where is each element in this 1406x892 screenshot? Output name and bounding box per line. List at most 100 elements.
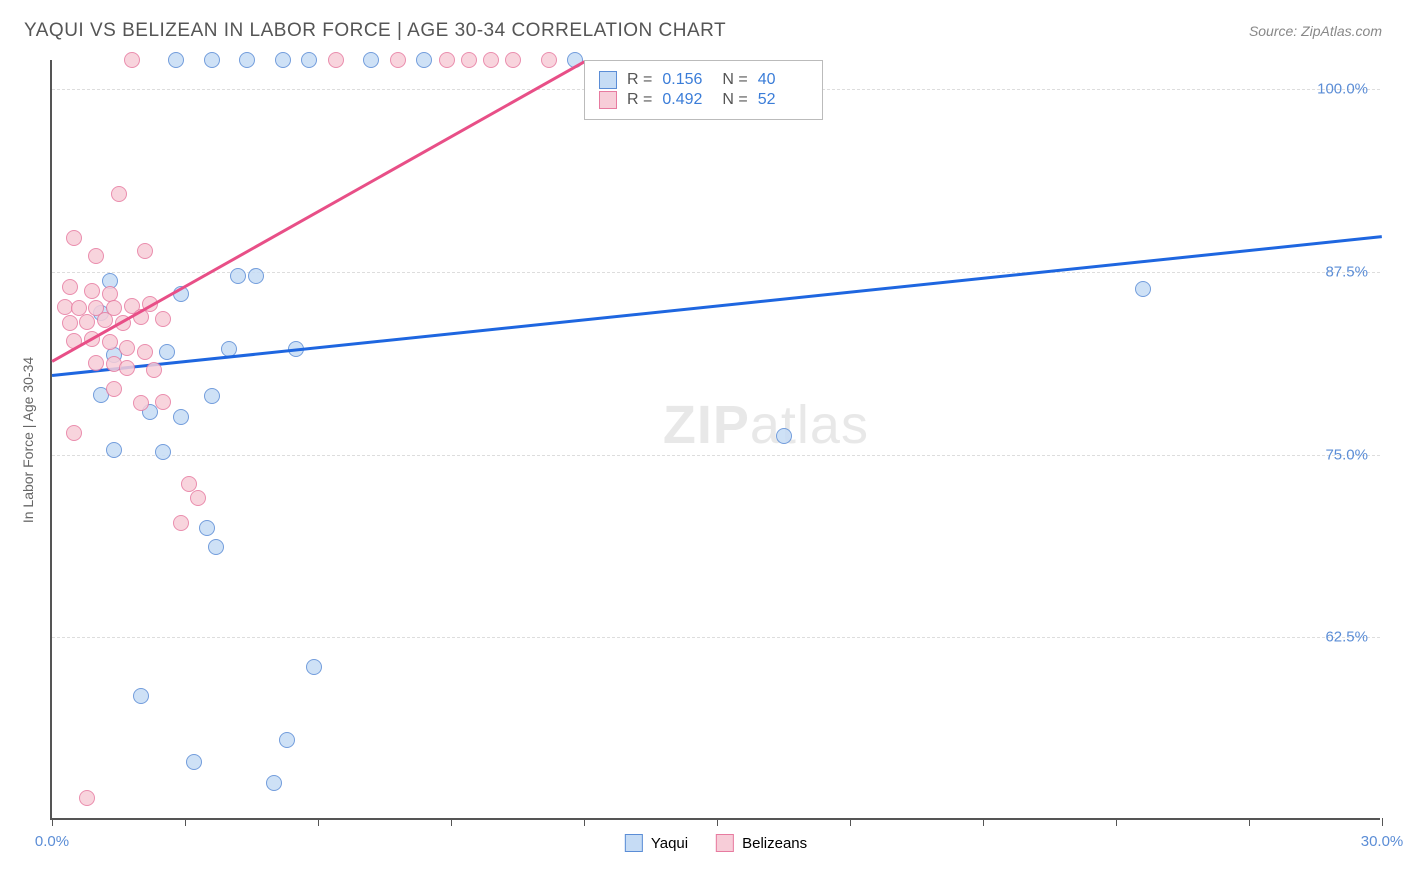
stat-r-label: R = [627,91,652,109]
data-point [106,442,122,458]
data-point [124,52,140,68]
stat-r-label: R = [627,71,652,89]
data-point [119,360,135,376]
data-point [155,444,171,460]
data-point [79,314,95,330]
stat-r-value: 0.492 [662,91,712,109]
data-point [505,52,521,68]
data-point [111,186,127,202]
data-point [483,52,499,68]
x-tick [52,818,53,826]
data-point [88,355,104,371]
data-point [133,688,149,704]
data-point [1135,281,1151,297]
y-tick-label: 100.0% [1317,81,1368,98]
x-tick [584,818,585,826]
x-tick [850,818,851,826]
stat-n-label: N = [722,71,747,89]
data-point [208,539,224,555]
watermark: ZIPatlas [663,394,869,456]
data-point [146,362,162,378]
data-point [173,515,189,531]
legend-swatch [625,834,643,852]
data-point [119,340,135,356]
data-point [275,52,291,68]
data-point [328,52,344,68]
data-point [461,52,477,68]
data-point [204,52,220,68]
source-credit: Source: ZipAtlas.com [1249,23,1382,39]
x-tick [1249,818,1250,826]
gridline [52,455,1380,456]
x-tick [185,818,186,826]
data-point [159,344,175,360]
trendline [52,235,1382,376]
legend-item: Yaqui [625,834,688,852]
y-tick-label: 75.0% [1325,446,1368,463]
data-point [62,279,78,295]
data-point [279,732,295,748]
gridline [52,637,1380,638]
data-point [168,52,184,68]
data-point [390,52,406,68]
trendline [51,60,584,362]
stat-r-value: 0.156 [662,71,712,89]
stat-swatch [599,91,617,109]
stat-row: R = 0.492 N = 52 [599,91,808,109]
x-tick-label: 0.0% [35,833,69,850]
data-point [133,395,149,411]
data-point [301,52,317,68]
x-tick [451,818,452,826]
data-point [186,754,202,770]
data-point [416,52,432,68]
data-point [106,381,122,397]
stat-n-label: N = [722,91,747,109]
data-point [306,659,322,675]
legend-swatch [716,834,734,852]
data-point [66,230,82,246]
data-point [66,425,82,441]
data-point [137,243,153,259]
stat-swatch [599,71,617,89]
legend-label: Yaqui [651,835,688,852]
data-point [137,344,153,360]
data-point [204,388,220,404]
data-point [102,334,118,350]
x-tick [717,818,718,826]
y-tick-label: 62.5% [1325,629,1368,646]
legend-item: Belizeans [716,834,807,852]
data-point [79,790,95,806]
data-point [155,394,171,410]
data-point [230,268,246,284]
data-point [88,248,104,264]
legend: Yaqui Belizeans [625,834,807,852]
data-point [62,315,78,331]
scatter-chart: ZIPatlas 62.5%75.0%87.5%100.0%0.0%30.0%R… [50,60,1380,820]
data-point [439,52,455,68]
x-tick [983,818,984,826]
y-tick-label: 87.5% [1325,263,1368,280]
x-tick [1382,818,1383,826]
data-point [541,52,557,68]
data-point [199,520,215,536]
stat-row: R = 0.156 N = 40 [599,71,808,89]
data-point [155,311,171,327]
data-point [248,268,264,284]
data-point [102,286,118,302]
legend-label: Belizeans [742,835,807,852]
data-point [266,775,282,791]
x-tick-label: 30.0% [1361,833,1404,850]
data-point [363,52,379,68]
data-point [190,490,206,506]
data-point [181,476,197,492]
stat-n-value: 52 [758,91,808,109]
data-point [173,409,189,425]
data-point [84,283,100,299]
data-point [776,428,792,444]
x-tick [1116,818,1117,826]
data-point [239,52,255,68]
stat-n-value: 40 [758,71,808,89]
chart-title: YAQUI VS BELIZEAN IN LABOR FORCE | AGE 3… [24,20,726,42]
y-axis-label: In Labor Force | Age 30-34 [20,357,36,523]
stats-box: R = 0.156 N = 40 R = 0.492 N = 52 [584,60,823,120]
